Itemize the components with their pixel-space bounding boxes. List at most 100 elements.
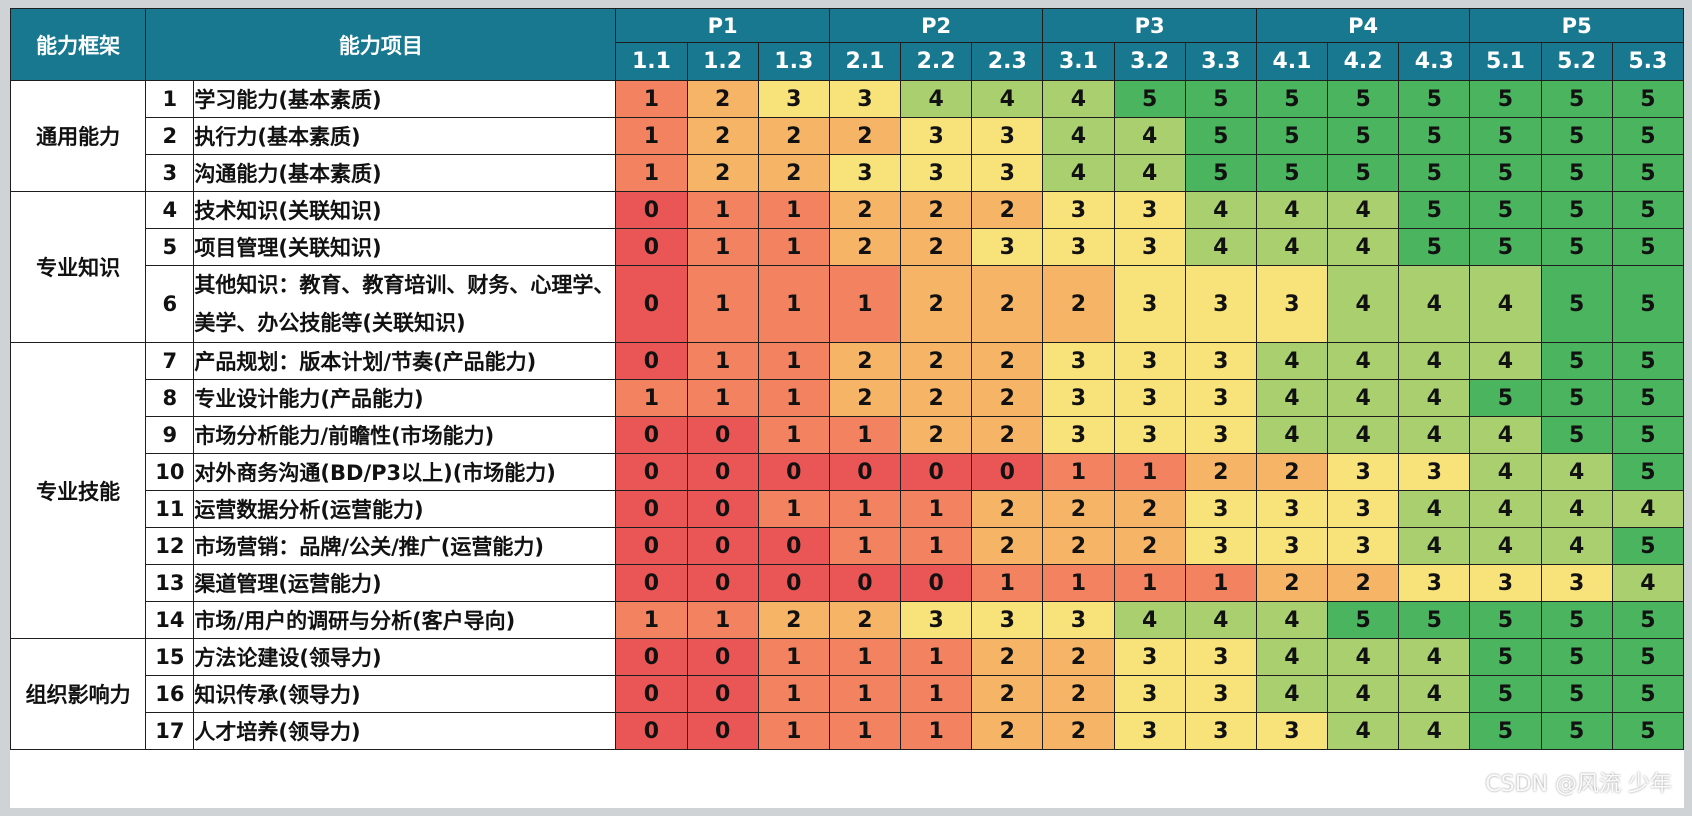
score-cell: 0 bbox=[686, 416, 759, 454]
score-cell: 3 bbox=[1042, 342, 1115, 380]
competency-item: 运营数据分析(运营能力) bbox=[193, 490, 617, 528]
score-cell: 2 bbox=[971, 379, 1044, 417]
score-cell: 4 bbox=[1255, 416, 1329, 454]
score-cell: 1 bbox=[900, 638, 973, 676]
score-cell: 3 bbox=[1113, 416, 1186, 454]
item-header: 能力项目 bbox=[145, 8, 617, 81]
score-cell: 5 bbox=[1611, 265, 1685, 343]
score-cell: 3 bbox=[1113, 638, 1186, 676]
score-cell: 3 bbox=[1398, 453, 1471, 491]
row-number: 3 bbox=[145, 154, 195, 192]
score-cell: 3 bbox=[1255, 265, 1329, 343]
score-cell: 2 bbox=[1042, 638, 1115, 676]
score-cell: 4 bbox=[1398, 490, 1471, 528]
score-cell: 2 bbox=[971, 265, 1044, 343]
score-cell: 1 bbox=[1042, 564, 1115, 602]
competency-item: 人才培养(领导力) bbox=[193, 712, 617, 750]
score-cell: 5 bbox=[1327, 80, 1400, 118]
score-cell: 0 bbox=[615, 228, 688, 266]
competency-item: 沟通能力(基本素质) bbox=[193, 154, 617, 192]
score-cell: 3 bbox=[1184, 379, 1257, 417]
score-cell: 0 bbox=[686, 638, 759, 676]
score-cell: 0 bbox=[615, 638, 688, 676]
score-cell: 5 bbox=[1327, 117, 1400, 155]
score-cell: 4 bbox=[1398, 379, 1471, 417]
score-cell: 2 bbox=[1255, 564, 1329, 602]
score-cell: 2 bbox=[1113, 490, 1186, 528]
score-cell: 4 bbox=[1255, 191, 1329, 229]
score-cell: 3 bbox=[971, 117, 1044, 155]
score-cell: 5 bbox=[1611, 527, 1685, 565]
score-cell: 2 bbox=[1042, 527, 1115, 565]
competency-item: 专业设计能力(产品能力) bbox=[193, 379, 617, 417]
score-cell: 3 bbox=[828, 80, 902, 118]
score-cell: 5 bbox=[1255, 154, 1329, 192]
row-number: 4 bbox=[145, 191, 195, 229]
score-cell: 1 bbox=[828, 416, 902, 454]
level-header: 1.2 bbox=[686, 42, 759, 81]
score-cell: 0 bbox=[615, 453, 688, 491]
score-cell: 0 bbox=[615, 416, 688, 454]
score-cell: 0 bbox=[615, 265, 688, 343]
level-header: 3.2 bbox=[1113, 42, 1186, 81]
score-cell: 2 bbox=[971, 675, 1044, 713]
score-cell: 5 bbox=[1469, 638, 1542, 676]
category-cell: 专业知识 bbox=[9, 191, 147, 343]
level-header: 4.2 bbox=[1327, 42, 1400, 81]
matrix-row: 专业技能 7 产品规划：版本计划/节奏(产品能力) 0 1 1 2 2 2 3 3 3 4 4 4 4 5 5 bbox=[9, 342, 1685, 639]
score-cell: 1 bbox=[1113, 453, 1186, 491]
score-cell: 5 bbox=[1469, 379, 1542, 417]
score-cell: 5 bbox=[1611, 638, 1685, 676]
score-cell: 2 bbox=[828, 601, 902, 639]
score-cell: 4 bbox=[1398, 342, 1471, 380]
score-cell: 0 bbox=[615, 527, 688, 565]
score-cell: 0 bbox=[971, 453, 1044, 491]
competency-item: 市场营销：品牌/公关/推广(运营能力) bbox=[193, 527, 617, 565]
row-number: 9 bbox=[145, 416, 195, 454]
matrix-row: 6 其他知识：教育、教育培训、财务、心理学、美学、办公技能等(关联知识) 0 1 1 1 2… bbox=[11, 265, 1685, 343]
score-cell: 4 bbox=[1540, 490, 1613, 528]
competency-item: 执行力(基本素质) bbox=[193, 117, 617, 155]
score-cell: 5 bbox=[1469, 154, 1542, 192]
score-cell: 5 bbox=[1469, 712, 1542, 750]
score-cell: 4 bbox=[1255, 228, 1329, 266]
score-cell: 2 bbox=[1042, 490, 1115, 528]
score-cell: 1 bbox=[615, 601, 688, 639]
score-cell: 5 bbox=[1611, 601, 1685, 639]
row-number: 7 bbox=[145, 342, 195, 380]
score-cell: 5 bbox=[1540, 416, 1613, 454]
score-cell: 3 bbox=[1184, 712, 1257, 750]
matrix-row: 专业知识 4 技术知识(关联知识) 0 1 1 2 2 2 3 3 4 4 4 5 5 5 5 bbox=[9, 191, 1685, 343]
score-cell: 3 bbox=[1184, 416, 1257, 454]
score-cell: 2 bbox=[900, 342, 973, 380]
score-cell: 1 bbox=[900, 490, 973, 528]
group-header-p2: P2 bbox=[828, 8, 1044, 43]
score-cell: 3 bbox=[1113, 191, 1186, 229]
score-cell: 4 bbox=[1184, 191, 1257, 229]
score-cell: 5 bbox=[1611, 675, 1685, 713]
score-cell: 4 bbox=[1540, 527, 1613, 565]
score-cell: 4 bbox=[1255, 379, 1329, 417]
score-cell: 4 bbox=[1540, 453, 1613, 491]
score-cell: 1 bbox=[828, 265, 902, 343]
score-cell: 1 bbox=[757, 712, 830, 750]
score-cell: 4 bbox=[1327, 342, 1400, 380]
score-cell: 5 bbox=[1540, 191, 1613, 229]
score-cell: 4 bbox=[900, 80, 973, 118]
score-cell: 0 bbox=[615, 564, 688, 602]
score-cell: 4 bbox=[1469, 265, 1542, 343]
score-cell: 3 bbox=[971, 601, 1044, 639]
score-cell: 1 bbox=[900, 712, 973, 750]
score-cell: 5 bbox=[1611, 379, 1685, 417]
score-cell: 4 bbox=[1469, 453, 1542, 491]
score-cell: 5 bbox=[1540, 265, 1613, 343]
group-header-p3: P3 bbox=[1042, 8, 1257, 43]
score-cell: 5 bbox=[1611, 228, 1685, 266]
score-cell: 5 bbox=[1184, 154, 1257, 192]
score-cell: 4 bbox=[1327, 638, 1400, 676]
score-cell: 4 bbox=[1398, 712, 1471, 750]
score-cell: 3 bbox=[1540, 564, 1613, 602]
score-cell: 2 bbox=[686, 80, 759, 118]
score-cell: 3 bbox=[1255, 490, 1329, 528]
score-cell: 3 bbox=[1042, 416, 1115, 454]
